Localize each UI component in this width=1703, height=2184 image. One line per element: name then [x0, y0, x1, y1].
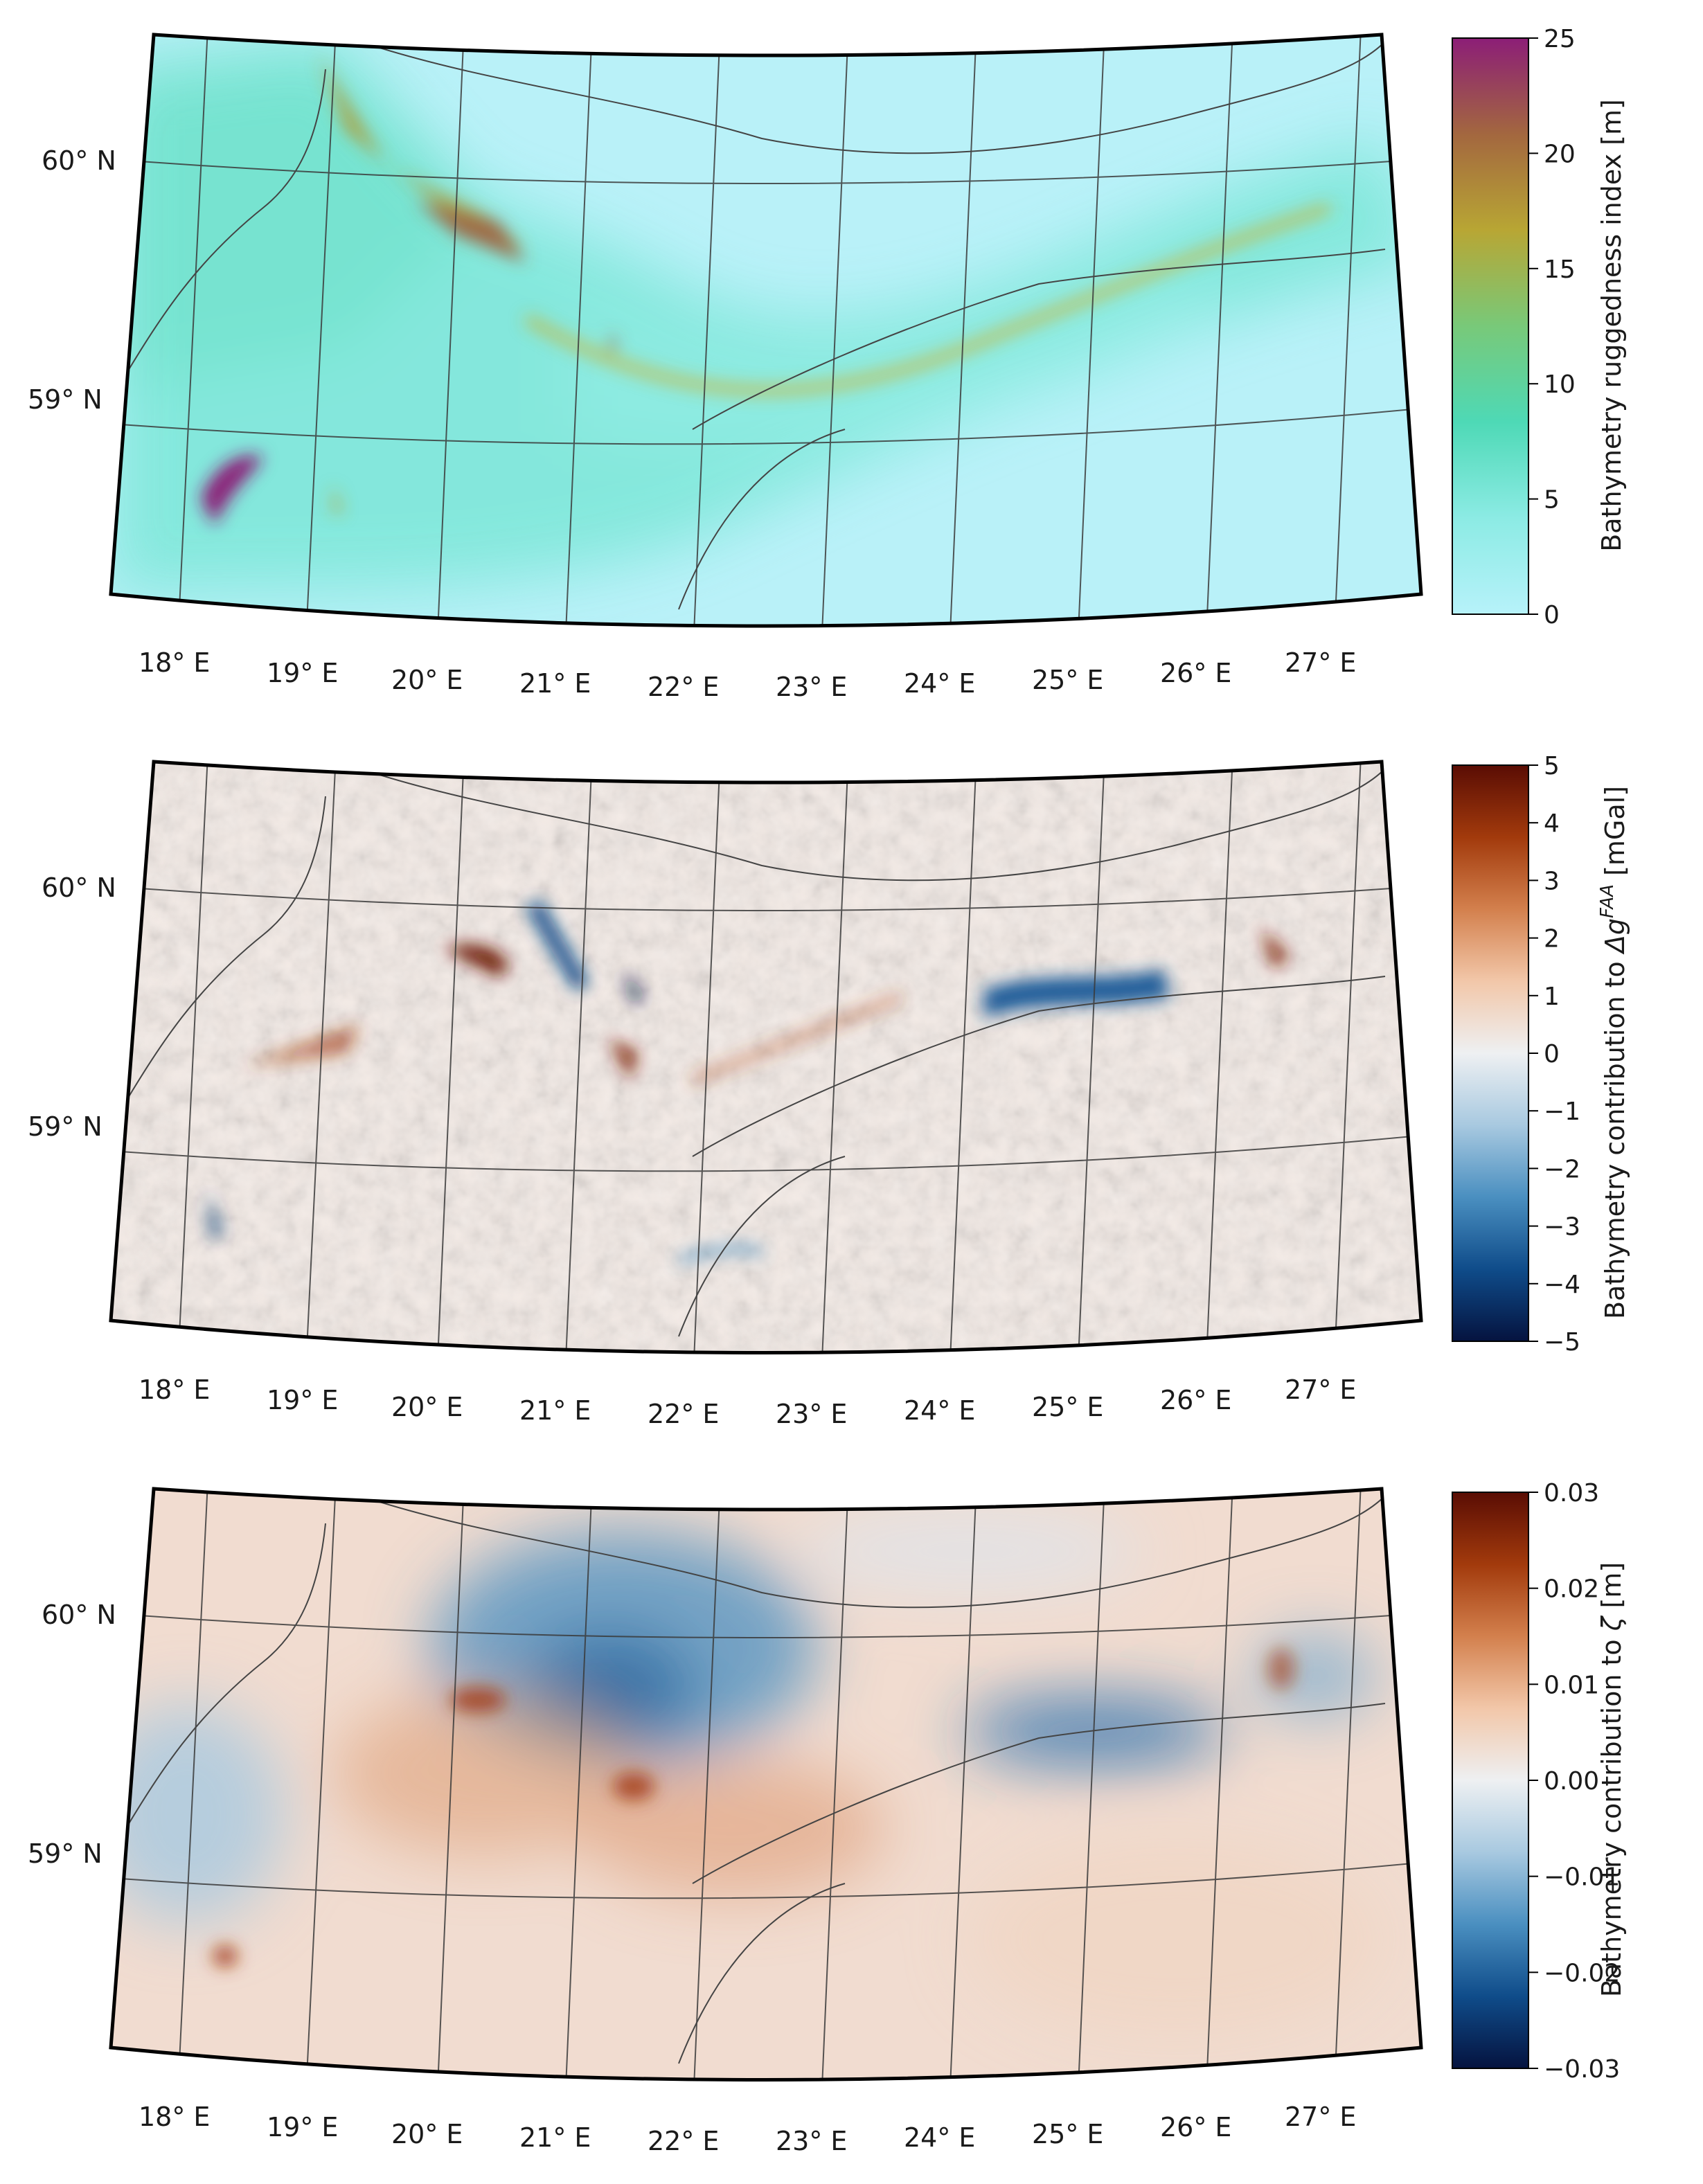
lon-label-20: 20° E: [391, 2119, 463, 2149]
lon-label-22: 22° E: [648, 2126, 719, 2156]
lon-label-25: 25° E: [1032, 665, 1103, 695]
lon-label-27: 27° E: [1285, 1375, 1356, 1405]
colorbar-tick-label: 0.00: [1544, 1767, 1599, 1796]
lon-label-24: 24° E: [904, 668, 975, 699]
colorbar-tick-label: −4: [1544, 1271, 1580, 1299]
lon-label-21: 21° E: [519, 2122, 591, 2153]
graticule: [111, 1489, 1420, 2080]
colorbar-tick-label: 0: [1544, 1040, 1560, 1068]
lon-label-27: 27° E: [1285, 647, 1356, 678]
colorbar-tick-label: 25: [1544, 25, 1576, 53]
colorbar-tick-label: 1: [1544, 983, 1560, 1011]
colorbar-tick-label: 2: [1544, 925, 1560, 954]
lon-label-24: 24° E: [904, 2122, 975, 2153]
lon-label-23: 23° E: [776, 672, 847, 702]
lon-label-18: 18° E: [139, 647, 210, 678]
lon-label-19: 19° E: [267, 658, 338, 688]
coastline: [117, 1495, 1386, 2064]
lon-label-26: 26° E: [1160, 1385, 1231, 1415]
colorbar-tick-label: 5: [1544, 486, 1560, 514]
lon-label-20: 20° E: [391, 665, 463, 695]
colorbar-tick-label: −0.02: [1544, 1959, 1620, 1987]
lon-label-25: 25° E: [1032, 1392, 1103, 1422]
lon-label-18: 18° E: [139, 2102, 210, 2132]
colorbar-tick-label: 20: [1544, 140, 1576, 168]
coastline: [117, 768, 1386, 1337]
lon-label-27: 27° E: [1285, 2102, 1356, 2132]
graticule: [111, 35, 1420, 626]
lon-label-22: 22° E: [648, 1399, 719, 1429]
map-panel-height-anomaly: 60° N 59° N 18° E 19° E 20° E 21° E 22° …: [28, 1479, 1627, 2156]
colorbar-tick-label: −5: [1544, 1328, 1580, 1357]
colorbar-tick-label: −3: [1544, 1213, 1580, 1242]
coastline: [117, 41, 1386, 610]
colorbar-tick-label: 5: [1544, 752, 1560, 780]
lon-label-21: 21° E: [519, 668, 591, 699]
colorbar-tick-label: 15: [1544, 256, 1576, 284]
lon-label-19: 19° E: [267, 1385, 338, 1415]
lat-label-60: 60° N: [42, 872, 116, 903]
colorbar-gravity: 5 4 3 2 1 0 −1 −2 −3 −4 −5 Bathymetry contribution…: [1452, 752, 1630, 1357]
lat-label-59: 59° N: [28, 1838, 102, 1869]
colorbar-tick-label: −1: [1544, 1098, 1580, 1126]
lon-label-23: 23° E: [776, 2126, 847, 2156]
colorbar-title-height-anomaly: Bathymetry contribution to ζ [m]: [1596, 1562, 1627, 1997]
lon-label-21: 21° E: [519, 1395, 591, 1426]
colorbar-tick-label: 4: [1544, 809, 1560, 838]
lon-label-26: 26° E: [1160, 2112, 1231, 2142]
colorbar-title-ruggedness: Bathymetry ruggedness index [m]: [1596, 99, 1627, 552]
colorbar-tick-label: 0.01: [1544, 1671, 1599, 1699]
lon-label-23: 23° E: [776, 1399, 847, 1429]
colorbar-tick-label: 0: [1544, 601, 1560, 629]
colorbar-tick-label: −2: [1544, 1155, 1580, 1183]
colorbar-tick-label: −0.01: [1544, 1863, 1620, 1892]
colorbar-ruggedness: 25 20 15 10 5 0 Bathymetry ruggedness index […: [1452, 25, 1627, 629]
colorbar-title-gravity: Bathymetry contribution to ΔgFAA [mGal]: [1597, 786, 1630, 1319]
colorbar-tick-label: 0.02: [1544, 1575, 1599, 1604]
lon-label-25: 25° E: [1032, 2119, 1103, 2149]
colorbar-tick-label: 3: [1544, 867, 1560, 895]
graticule: [111, 762, 1420, 1353]
lat-label-59: 59° N: [28, 384, 102, 415]
colorbar-tick-label: 10: [1544, 370, 1576, 399]
lon-label-20: 20° E: [391, 1392, 463, 1422]
lon-label-22: 22° E: [648, 672, 719, 702]
lon-label-19: 19° E: [267, 2112, 338, 2142]
lon-label-26: 26° E: [1160, 658, 1231, 688]
map-panel-ruggedness: 60° N 59° N 18° E 19° E 20° E 21° E 22° …: [28, 25, 1627, 702]
lon-label-18: 18° E: [139, 1375, 210, 1405]
lat-label-60: 60° N: [42, 1600, 116, 1630]
map-panel-gravity: 60° N 59° N 18° E 19° E 20° E 21° E 22° …: [28, 752, 1630, 1429]
lon-label-24: 24° E: [904, 1395, 975, 1426]
colorbar-height-anomaly: 0.03 0.02 0.01 0.00 −0.01 −0.02 −0.03 Bathymet…: [1452, 1479, 1627, 2084]
lat-label-59: 59° N: [28, 1111, 102, 1142]
colorbar-tick-label: 0.03: [1544, 1479, 1599, 1507]
lat-label-60: 60° N: [42, 145, 116, 176]
colorbar-tick-label: −0.03: [1544, 2055, 1620, 2084]
